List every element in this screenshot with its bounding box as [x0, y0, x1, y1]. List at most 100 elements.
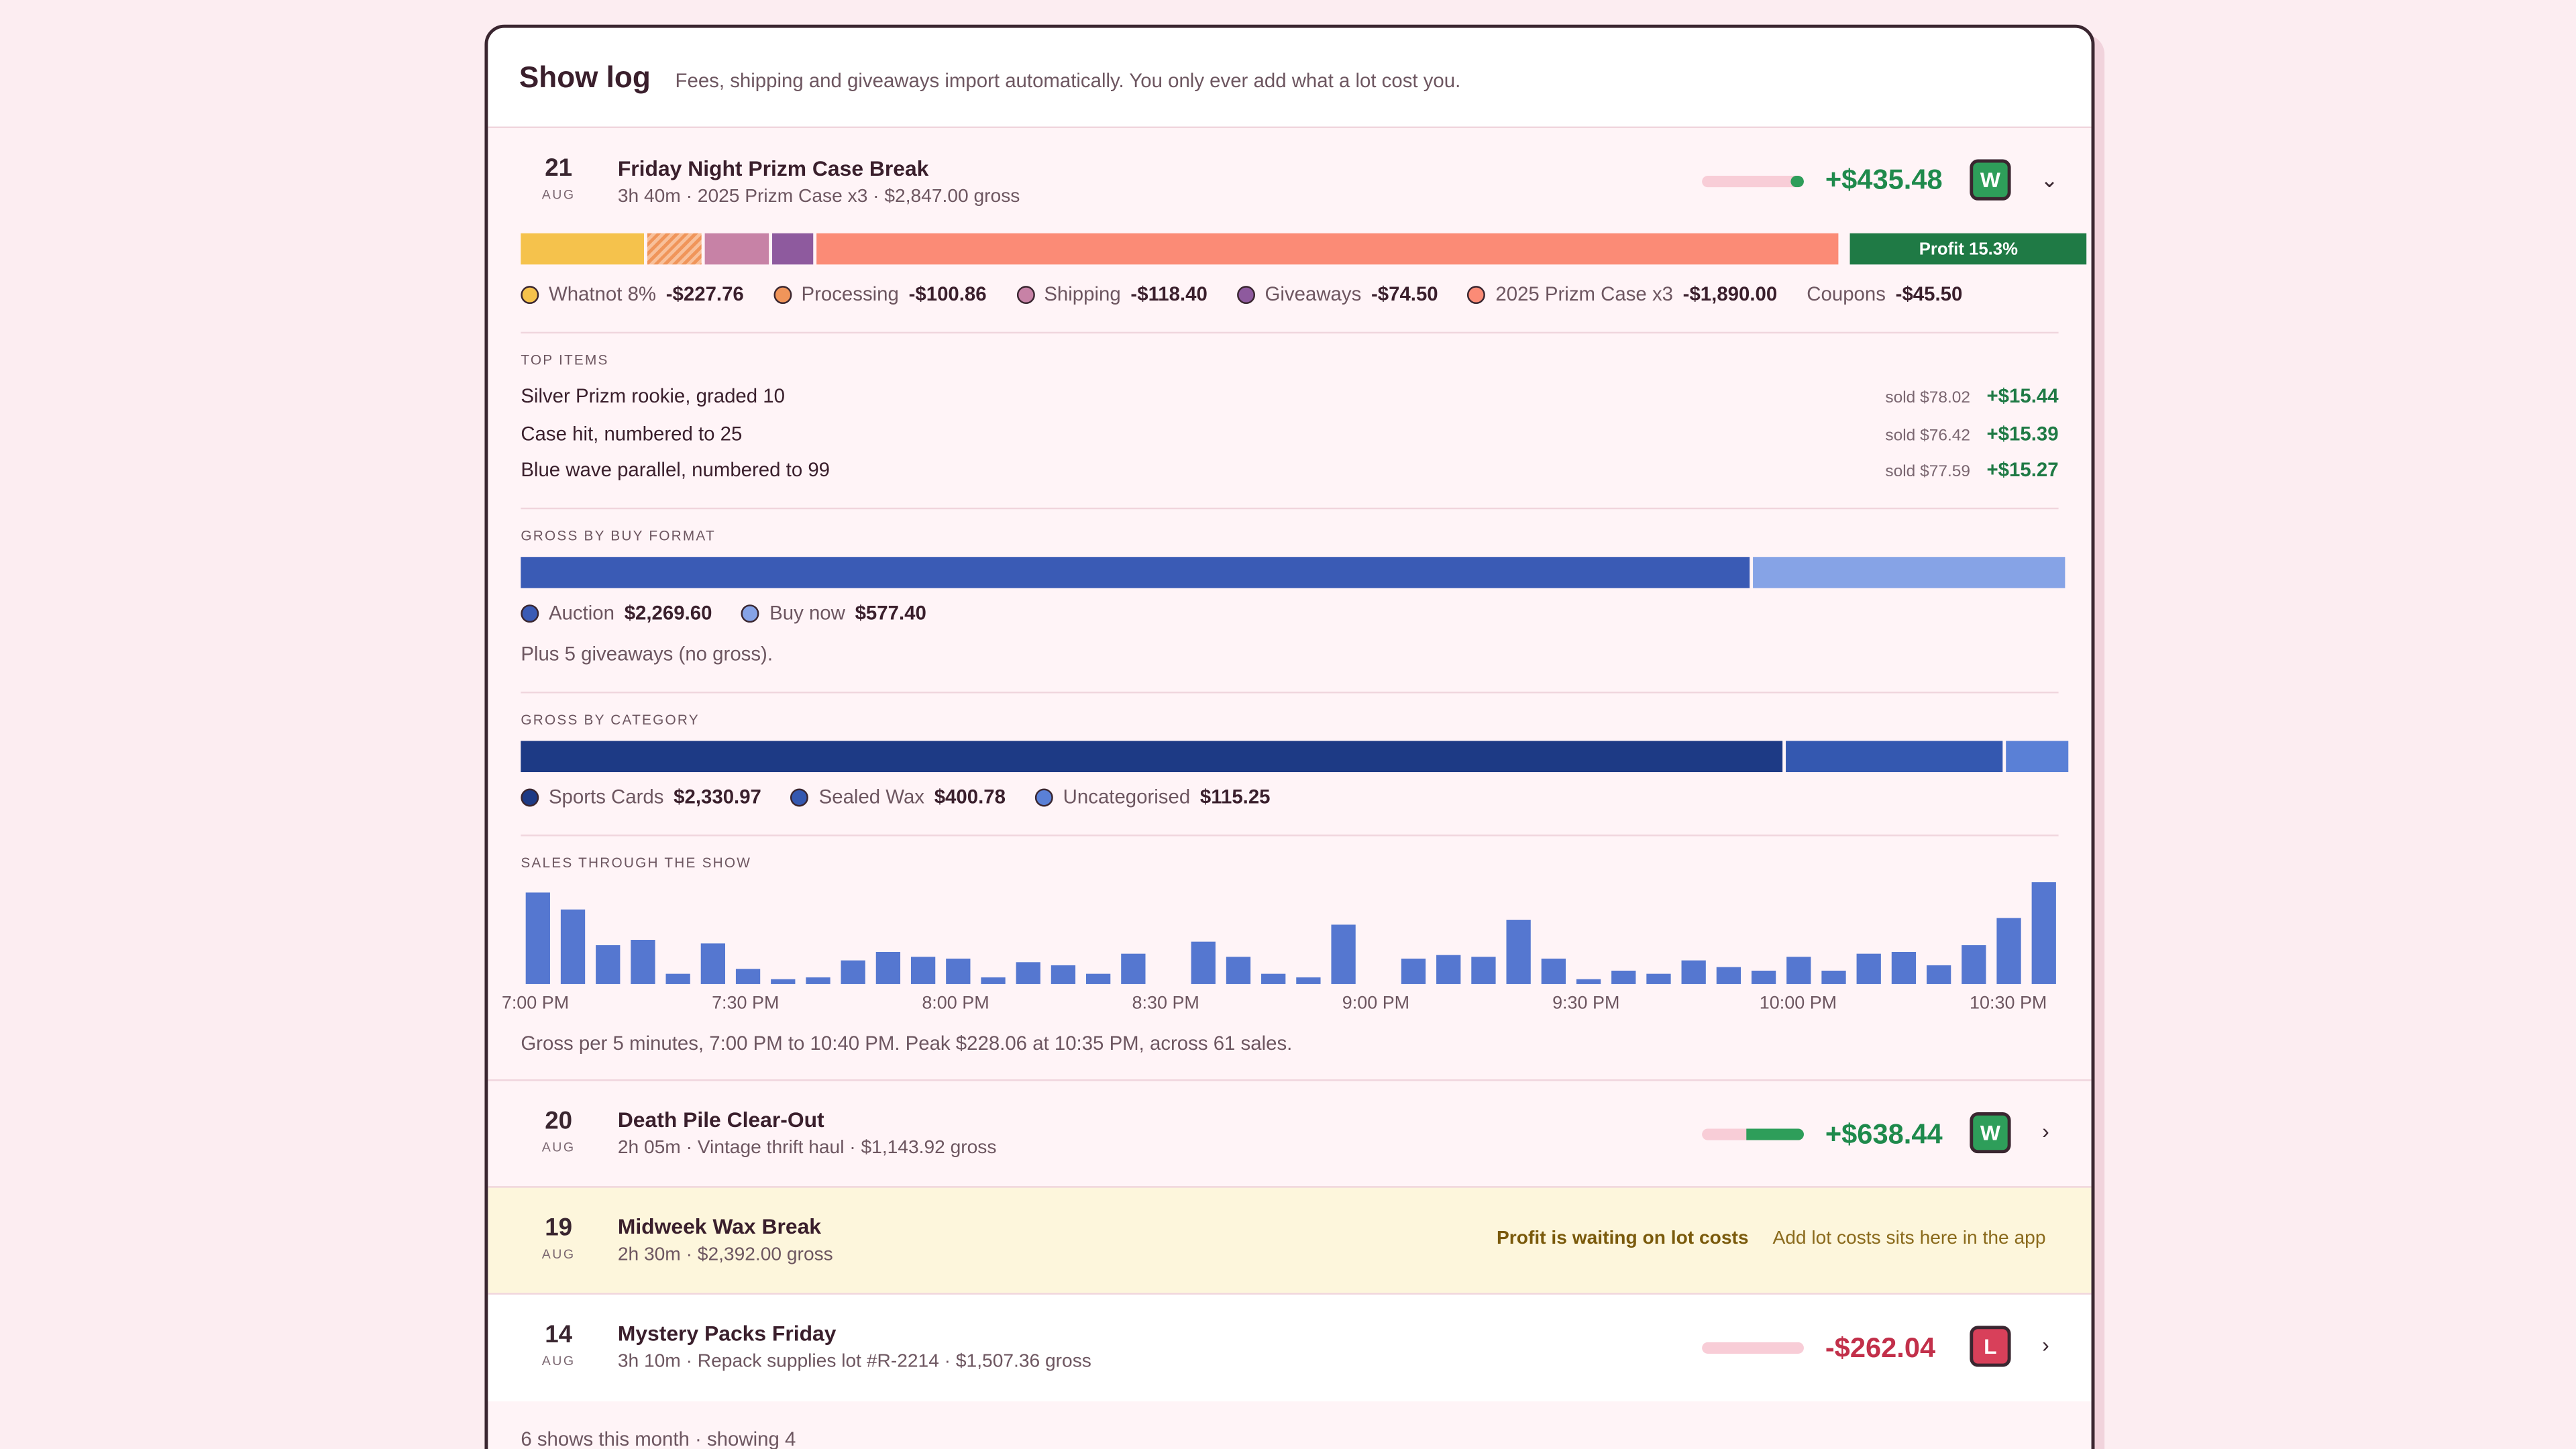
- sales-bar: [1016, 962, 1040, 984]
- show-month: AUG: [541, 1246, 576, 1262]
- legend-value: -$45.50: [1895, 282, 1963, 306]
- sales-bar: [525, 892, 550, 984]
- show-meta: 2h 05m · Vintage thrift haul · $1,143.92…: [617, 1138, 997, 1159]
- section-title: TOP ITEMS: [521, 352, 609, 368]
- x-tick-label: 8:00 PM: [922, 994, 989, 1014]
- collapse-toggle[interactable]: ⌄: [2040, 167, 2059, 193]
- item-name: Blue wave parallel, numbered to 99: [521, 458, 830, 482]
- legend-item: 2025 Prizm Case x3 -$1,890.00: [1467, 282, 1778, 306]
- item-profit: +$15.27: [1986, 458, 2059, 482]
- sales-bar: [1296, 977, 1321, 984]
- bar-segment: [647, 233, 702, 265]
- result-badge: W: [1970, 159, 2011, 201]
- legend-name: Sports Cards: [548, 785, 664, 808]
- expand-toggle[interactable]: ›: [2042, 1332, 2049, 1357]
- bar-segment: [705, 233, 769, 265]
- header: Show log Fees, shipping and giveaways im…: [488, 28, 2092, 129]
- sales-bar: [700, 943, 726, 984]
- sales-bar: [1786, 957, 1811, 984]
- show-day: 21: [545, 154, 573, 182]
- legend-item: Whatnot 8% -$227.76: [521, 282, 744, 306]
- show-day: 14: [545, 1320, 573, 1349]
- footer-note: 6 shows this month · showing 4: [521, 1428, 796, 1449]
- legend-value: $577.40: [855, 601, 926, 625]
- sales-bar: [1261, 973, 1286, 984]
- legend-dot: [1236, 284, 1255, 303]
- sales-bar: [981, 977, 1006, 984]
- sales-bar: [841, 960, 865, 984]
- legend-name: Giveaways: [1265, 282, 1362, 306]
- legend-item: Coupons -$45.50: [1807, 282, 1962, 305]
- item-sold: sold $76.42: [1885, 426, 1971, 445]
- pending-hint[interactable]: Add lot costs sits here in the app: [1772, 1228, 2046, 1249]
- show-month: AUG: [541, 1353, 576, 1369]
- divider: [521, 835, 2059, 837]
- legend-value: -$1,890.00: [1682, 282, 1778, 306]
- result-badge: W: [1970, 1112, 2011, 1154]
- sales-bar: [2031, 882, 2056, 984]
- buy-format-note: Plus 5 giveaways (no gross).: [521, 642, 773, 665]
- margin-indicator: [1702, 1342, 1804, 1354]
- divider: [521, 507, 2059, 510]
- sales-bar: [1962, 945, 1986, 984]
- show-title: Mystery Packs Friday: [617, 1320, 837, 1346]
- sales-bar: [1541, 958, 1566, 984]
- sales-bar: [1051, 965, 1076, 984]
- sales-bar: [631, 940, 655, 984]
- legend-dot: [521, 788, 539, 806]
- show-row[interactable]: 14 AUG Mystery Packs Friday 3h 10m · Rep…: [488, 1293, 2092, 1401]
- show-title: Friday Night Prizm Case Break: [617, 156, 929, 181]
- section-title: GROSS BY CATEGORY: [521, 711, 700, 728]
- bar-segment: [2006, 741, 2069, 773]
- legend-item: Processing -$100.86: [773, 282, 987, 306]
- section-title: GROSS BY BUY FORMAT: [521, 527, 716, 544]
- category-bar: [521, 741, 2069, 773]
- legend-value: -$74.50: [1371, 282, 1438, 306]
- bar-segment: [772, 233, 813, 265]
- show-title: Death Pile Clear-Out: [617, 1107, 824, 1132]
- x-tick-label: 8:30 PM: [1132, 994, 1199, 1014]
- show-month: AUG: [541, 1140, 576, 1155]
- legend-name: Auction: [548, 601, 614, 625]
- legend-dot: [521, 604, 539, 622]
- buy-format-bar: [521, 557, 2065, 588]
- sales-bar: [1401, 958, 1426, 984]
- legend-item: Buy now $577.40: [741, 601, 926, 625]
- sales-bar: [1471, 957, 1496, 984]
- item-name: Silver Prizm rookie, graded 10: [521, 384, 785, 408]
- sales-bar: [806, 977, 830, 984]
- legend-value: -$118.40: [1130, 282, 1208, 306]
- legend-item: Sealed Wax $400.78: [790, 786, 1006, 808]
- x-tick-label: 10:30 PM: [1970, 994, 2047, 1014]
- legend-value: $115.25: [1199, 785, 1271, 808]
- category-legend: Sports Cards $2,330.97 Sealed Wax $400.78 Un…: [521, 785, 1271, 808]
- cost-breakdown-bar: Profit 15.3%: [521, 233, 2087, 265]
- bar-segment: [1785, 741, 2003, 773]
- legend-dot: [773, 284, 792, 303]
- sales-bar: [1226, 957, 1251, 984]
- show-row[interactable]: 20 AUG Death Pile Clear-Out 2h 05m · Vin…: [488, 1079, 2092, 1188]
- header-subtitle: Fees, shipping and giveaways import auto…: [675, 68, 1461, 93]
- expand-toggle[interactable]: ›: [2042, 1118, 2049, 1144]
- item-figures: sold $76.42 +$15.39: [1885, 421, 2058, 444]
- item-sold: sold $77.59: [1885, 463, 1971, 482]
- legend-name: 2025 Prizm Case x3: [1495, 282, 1673, 306]
- item-profit: +$15.44: [1986, 384, 2059, 408]
- show-row[interactable]: 19 AUG Midweek Wax Break 2h 30m · $2,392…: [488, 1186, 2092, 1295]
- sales-bar: [1681, 960, 1706, 984]
- margin-indicator: [1702, 176, 1804, 188]
- sales-bar: [596, 945, 621, 984]
- sales-chart: [525, 882, 2056, 984]
- legend-dot: [1467, 284, 1486, 303]
- legend-dot: [741, 604, 760, 622]
- sales-bar: [1121, 953, 1146, 984]
- sales-bar: [665, 973, 690, 984]
- sales-bar: [1996, 918, 2021, 984]
- bar-segment: [521, 233, 645, 265]
- legend-dot: [790, 788, 809, 806]
- sales-bar: [1191, 941, 1216, 984]
- x-tick-label: 9:00 PM: [1342, 994, 1410, 1014]
- sales-bar: [1436, 955, 1461, 984]
